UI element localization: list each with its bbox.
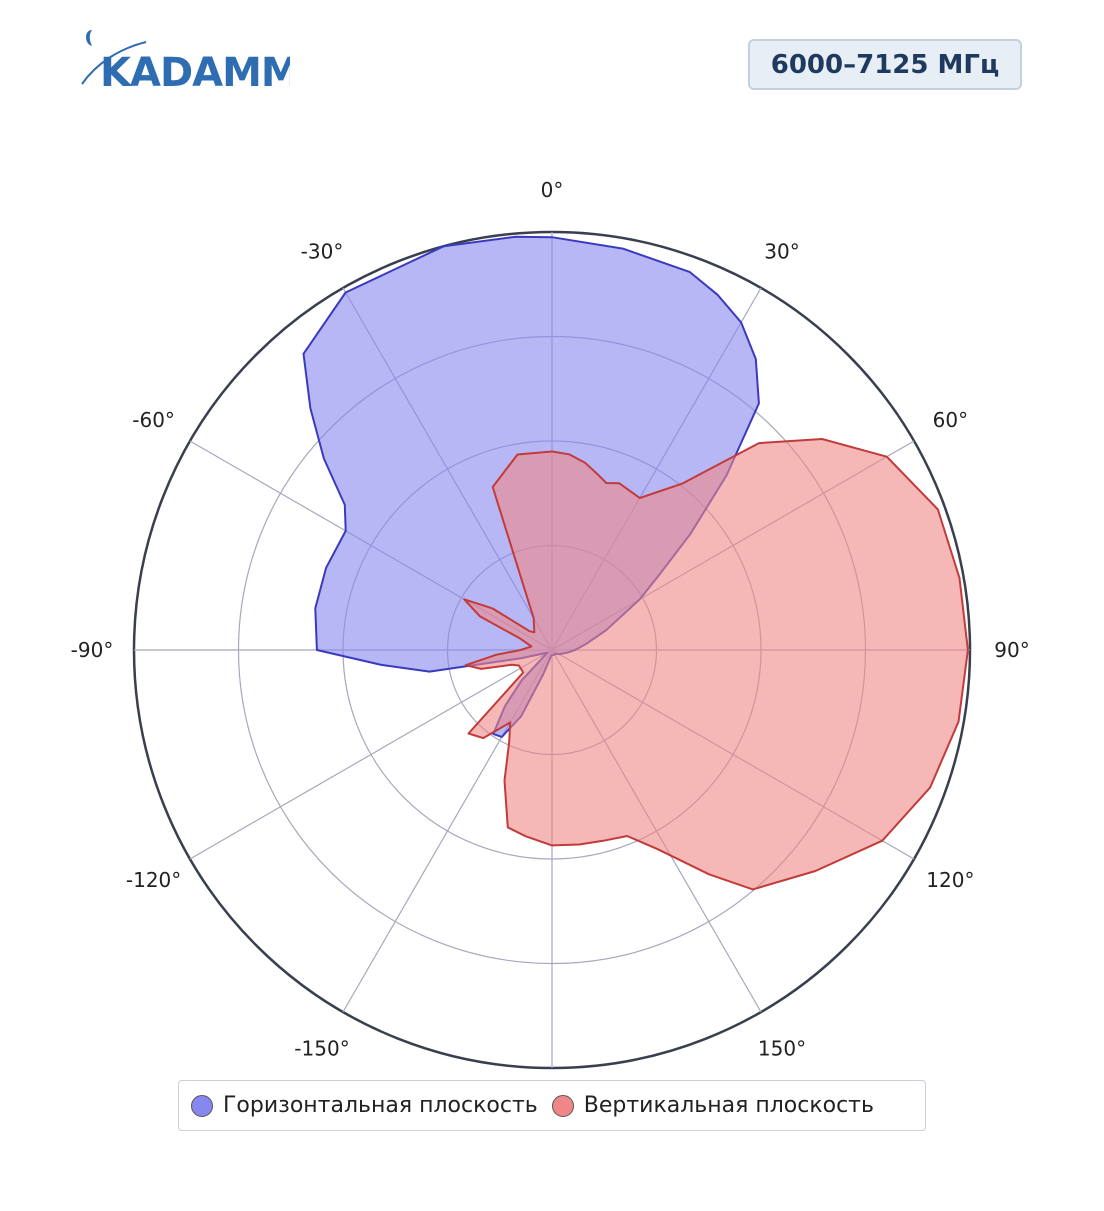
legend-item-horizontal: Горизонтальная плоскость xyxy=(191,1093,538,1118)
angle-tick-label: 120° xyxy=(926,868,974,892)
angle-tick-label: -150° xyxy=(294,1036,349,1060)
frequency-badge: 6000–7125 МГц xyxy=(748,39,1022,90)
legend: Горизонтальная плоскость Вертикальная пл… xyxy=(178,1080,926,1131)
angle-tick-label: -90° xyxy=(71,638,114,662)
angle-tick-label: -120° xyxy=(126,868,181,892)
angle-tick-label: 90° xyxy=(994,638,1029,662)
legend-swatch-horizontal xyxy=(191,1094,213,1117)
angle-tick-label: 150° xyxy=(758,1036,806,1060)
angle-tick-label: -60° xyxy=(132,408,175,432)
series-layer xyxy=(302,235,969,891)
angle-tick-label: -30° xyxy=(301,240,344,264)
angle-ticks: 0° 30° 60° 90° 120° 150° -150° -120° -90° -60° -30… xyxy=(71,178,1030,1060)
legend-swatch-vertical xyxy=(551,1094,574,1117)
kadamm-logo: KADAMM xyxy=(78,24,301,96)
brand-wordmark: KADAMM xyxy=(100,50,290,94)
angle-tick-label: 0° xyxy=(541,178,564,202)
legend-item-vertical: Вертикальная плоскость xyxy=(551,1093,874,1118)
legend-label-vertical: Вертикальная плоскость xyxy=(583,1093,874,1118)
angle-tick-label: 60° xyxy=(933,408,968,432)
legend-label-horizontal: Горизонтальная плоскость xyxy=(223,1093,538,1118)
series-area-1 xyxy=(463,438,969,891)
angle-tick-label: 30° xyxy=(764,240,799,264)
angle-spoke xyxy=(189,649,553,860)
logo-mark-icon: KADAMM xyxy=(81,30,301,96)
